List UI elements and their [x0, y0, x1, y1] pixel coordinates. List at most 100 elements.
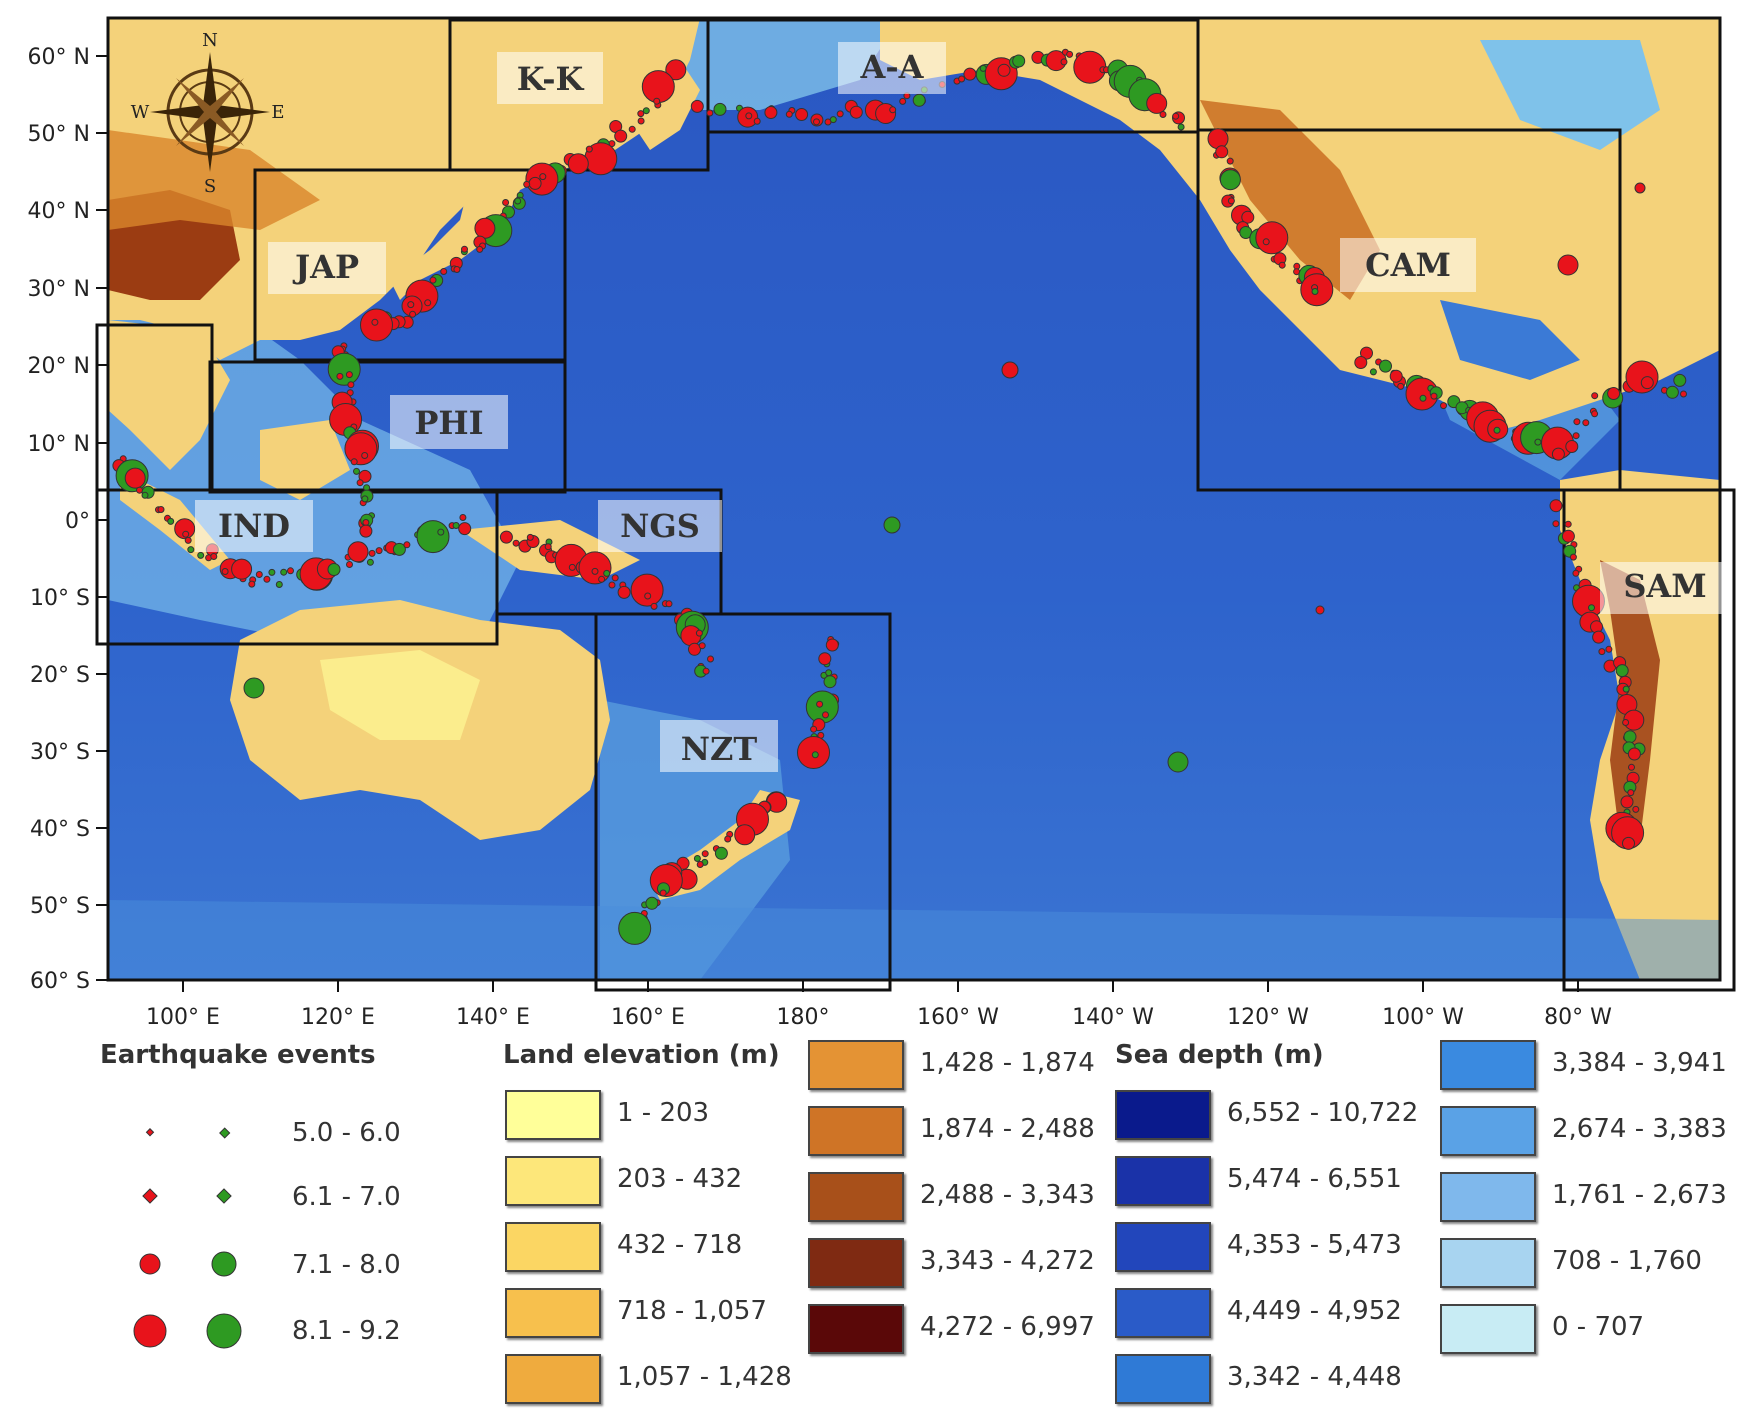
earthquake-event-red [608, 581, 616, 589]
lat-label: 30° S [30, 740, 90, 765]
earthquake-event-red [1622, 719, 1630, 726]
earthquake-event-red [528, 176, 542, 190]
earthquake-event-red [637, 110, 645, 118]
land-elevation-range-label: 1,428 - 1,874 [920, 1048, 1095, 1078]
region-box-jap [253, 168, 567, 362]
earthquake-event-red [1354, 356, 1368, 369]
earthquake-event-red [958, 75, 966, 83]
earthquake-event-red [1565, 440, 1579, 453]
lat-label: 40° S [30, 817, 90, 842]
earthquake-event-green [1493, 426, 1501, 434]
earthquake-event-green [1673, 373, 1687, 387]
sea-depth-range-label: 708 - 1,760 [1552, 1246, 1702, 1276]
sea-depth-swatch [1115, 1354, 1211, 1404]
earthquake-event-red [785, 110, 793, 118]
lon-label: 120° W [1227, 1005, 1309, 1030]
earthquake-event-red [1066, 50, 1074, 58]
earthquake-event-red [1001, 361, 1019, 379]
earthquake-event-green [1615, 664, 1629, 678]
region-label-jap: JAP [292, 248, 359, 286]
earthquake-event-red [617, 585, 631, 599]
earthquake-event-red [598, 575, 606, 583]
earthquake-event-red [641, 70, 675, 104]
earthquake-event-red [1551, 447, 1565, 461]
earthquake-event-red [358, 469, 372, 483]
earthquake-event-red [1430, 392, 1438, 400]
map-frame [106, 16, 1722, 982]
sea-depth-swatch [1440, 1238, 1536, 1288]
earthquake-event-red [1146, 92, 1168, 114]
sea-depth-range-label: 3,384 - 3,941 [1552, 1048, 1727, 1078]
earthquake-event-green [1311, 288, 1319, 295]
earthquake-event-red [375, 547, 383, 555]
earthquake-event-green [883, 516, 901, 534]
earthquake-event-green [1219, 169, 1241, 191]
earthquake-event-green [825, 669, 833, 677]
earthquake-event-red [1598, 648, 1606, 656]
region-box-phi [208, 360, 567, 494]
region-label-phi: PHI [414, 404, 483, 442]
earthquake-event-red [359, 524, 373, 538]
earthquake-event-green [416, 520, 450, 554]
compass-e: E [271, 102, 284, 123]
earthquake-event-red [1557, 254, 1579, 276]
australia-lowland [320, 650, 480, 740]
earthquake-event-red [403, 541, 411, 549]
earthquake-event-red [659, 889, 667, 897]
earthquake-event-green [714, 846, 728, 860]
earthquake-event-red [409, 310, 417, 318]
legend-green-symbol-1 [219, 1127, 231, 1139]
earthquake-event-red [1561, 529, 1575, 543]
earthquake-event-red [345, 371, 353, 379]
hudson-water [1480, 40, 1660, 150]
lon-label: 160° W [917, 1005, 999, 1030]
sea-depth-range-label: 1,761 - 2,673 [1552, 1180, 1727, 1210]
sea-depth-range-label: 4,449 - 4,952 [1227, 1296, 1402, 1326]
region-label-nzt: NZT [681, 730, 758, 768]
region-box-nzt [594, 612, 892, 992]
land-elevation-swatch [808, 1238, 904, 1288]
lon-label: 120° E [301, 1005, 375, 1030]
earthquake-event-green [693, 855, 701, 862]
earthquake-event-red [407, 301, 415, 309]
region-box-aa [706, 18, 1200, 134]
earthquake-event-red [1622, 836, 1635, 850]
earthquake-legend-title: Earthquake events [100, 1040, 376, 1070]
earthquake-event-red [1625, 360, 1659, 394]
earthquake-event-green [361, 495, 369, 503]
region-label-cam: CAM [1365, 246, 1451, 284]
earthquake-event-green [1623, 730, 1637, 744]
sea-depth-range-label: 2,674 - 3,383 [1552, 1114, 1727, 1144]
earthquake-event-red [825, 638, 839, 652]
legend-red-symbol-3 [139, 1253, 161, 1275]
region-label-sam: SAM [1623, 567, 1706, 605]
earthquake-event-red [1573, 418, 1581, 426]
earthquake-legend-symbols [133, 1127, 242, 1349]
earthquake-event-green [642, 107, 650, 115]
magnitude-label: 5.0 - 6.0 [292, 1118, 401, 1148]
earthquake-event-red [963, 67, 977, 81]
earthquake-event-red [795, 108, 809, 121]
sea-depth-swatch [1440, 1040, 1536, 1090]
earthquake-event-green [275, 581, 283, 588]
region-label-ind: IND [218, 507, 290, 545]
earthquake-event-red [184, 536, 192, 544]
land-elevation-swatch [505, 1354, 601, 1404]
earthquake-event-red [287, 567, 294, 575]
earthquake-event-red [124, 467, 146, 489]
lon-label: 80° W [1544, 1005, 1612, 1030]
earthquake-event-green [811, 751, 819, 759]
earthquake-event-green [1588, 604, 1595, 612]
lat-label: 60° N [28, 45, 90, 70]
lon-label: 140° E [456, 1005, 530, 1030]
earthquake-event-red [174, 518, 196, 540]
land-elevation-range-label: 1 - 203 [617, 1098, 710, 1128]
compass-rose-icon: N S E W [131, 30, 285, 197]
land-elevation-range-label: 432 - 718 [617, 1230, 743, 1260]
earthquake-event-red [1397, 382, 1405, 390]
earthquake-event-red [567, 153, 589, 175]
earthquake-event-red [1389, 369, 1403, 383]
region-boxes [95, 18, 1736, 992]
earthquake-event-red [1440, 402, 1447, 410]
